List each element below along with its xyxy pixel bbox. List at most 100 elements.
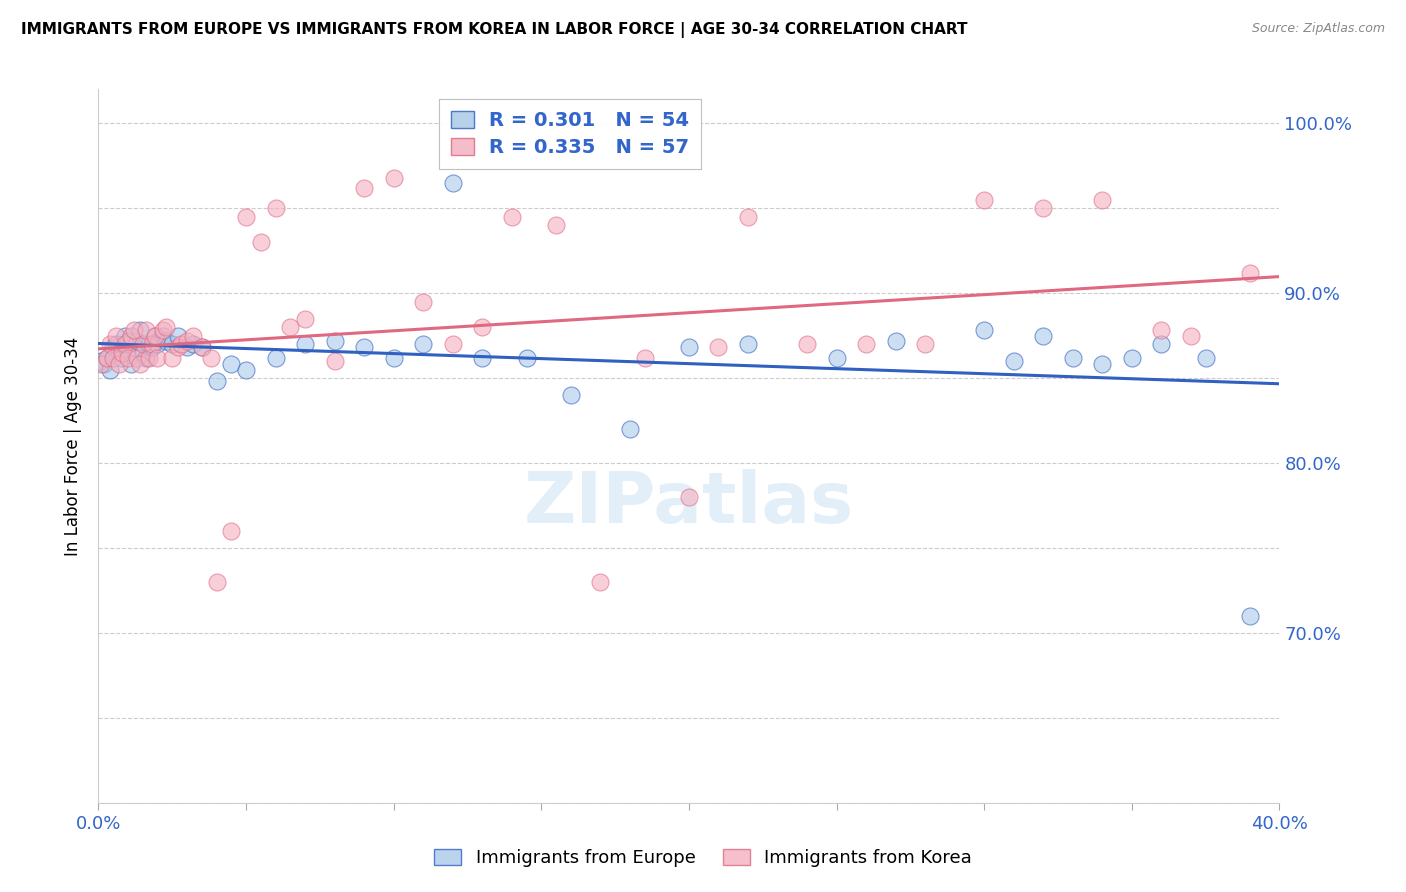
Point — [796, 337, 818, 351]
Point — [382, 170, 405, 185]
Point — [114, 337, 136, 351]
Point — [353, 341, 375, 355]
Point — [122, 341, 145, 355]
Point — [125, 334, 148, 348]
Point — [619, 422, 641, 436]
Point — [546, 218, 568, 232]
Point — [162, 337, 183, 351]
Point — [412, 337, 434, 351]
Point — [108, 345, 131, 359]
Point — [412, 294, 434, 309]
Point — [1032, 201, 1054, 215]
Point — [138, 337, 160, 351]
Point — [181, 337, 204, 351]
Point — [146, 337, 169, 351]
Point — [98, 362, 121, 376]
Point — [132, 337, 155, 351]
Point — [138, 351, 160, 365]
Point — [103, 341, 125, 355]
Point — [589, 574, 612, 589]
Point — [219, 358, 242, 372]
Point — [471, 320, 494, 334]
Point — [353, 180, 375, 194]
Point — [235, 362, 257, 376]
Point — [105, 328, 128, 343]
Point — [135, 351, 157, 365]
Point — [294, 311, 316, 326]
Point — [278, 320, 302, 334]
Point — [515, 351, 537, 365]
Point — [1121, 351, 1143, 365]
Point — [1180, 328, 1202, 343]
Point — [162, 351, 183, 365]
Point — [176, 334, 198, 348]
Point — [111, 345, 134, 359]
Point — [122, 323, 145, 337]
Point — [155, 320, 177, 334]
Point — [155, 334, 177, 348]
Point — [219, 524, 242, 538]
Point — [1150, 337, 1173, 351]
Point — [1195, 351, 1218, 365]
Point — [264, 351, 287, 365]
Point — [678, 490, 700, 504]
Point — [825, 351, 848, 365]
Point — [143, 328, 166, 343]
Point — [501, 210, 523, 224]
Legend: Immigrants from Europe, Immigrants from Korea: Immigrants from Europe, Immigrants from … — [427, 841, 979, 874]
Point — [1091, 193, 1114, 207]
Point — [114, 328, 136, 343]
Point — [191, 341, 214, 355]
Point — [98, 337, 121, 351]
Point — [250, 235, 273, 249]
Point — [120, 358, 142, 372]
Point — [152, 323, 174, 337]
Point — [855, 337, 877, 351]
Point — [1002, 354, 1025, 368]
Point — [737, 337, 759, 351]
Point — [128, 358, 150, 372]
Point — [264, 201, 287, 215]
Point — [205, 375, 228, 389]
Point — [884, 334, 907, 348]
Point — [1062, 351, 1084, 365]
Text: Source: ZipAtlas.com: Source: ZipAtlas.com — [1251, 22, 1385, 36]
Point — [1032, 328, 1054, 343]
Point — [914, 337, 936, 351]
Point — [176, 341, 198, 355]
Point — [93, 358, 115, 372]
Point — [167, 341, 190, 355]
Point — [973, 323, 995, 337]
Point — [90, 358, 112, 372]
Point — [135, 323, 157, 337]
Point — [146, 351, 169, 365]
Point — [678, 341, 700, 355]
Point — [170, 337, 193, 351]
Point — [1239, 608, 1261, 623]
Point — [181, 328, 204, 343]
Point — [707, 341, 730, 355]
Point — [323, 354, 346, 368]
Point — [200, 351, 222, 365]
Point — [141, 341, 163, 355]
Point — [633, 351, 655, 365]
Point — [105, 337, 128, 351]
Point — [125, 351, 148, 365]
Point — [96, 351, 118, 365]
Point — [111, 351, 134, 365]
Point — [973, 193, 995, 207]
Point — [128, 323, 150, 337]
Legend: R = 0.301   N = 54, R = 0.335   N = 57: R = 0.301 N = 54, R = 0.335 N = 57 — [439, 99, 702, 169]
Point — [90, 354, 112, 368]
Point — [323, 334, 346, 348]
Point — [120, 328, 142, 343]
Point — [1150, 323, 1173, 337]
Point — [96, 351, 118, 365]
Point — [235, 210, 257, 224]
Point — [152, 328, 174, 343]
Point — [117, 351, 139, 365]
Point — [471, 351, 494, 365]
Text: IMMIGRANTS FROM EUROPE VS IMMIGRANTS FROM KOREA IN LABOR FORCE | AGE 30-34 CORRE: IMMIGRANTS FROM EUROPE VS IMMIGRANTS FRO… — [21, 22, 967, 38]
Y-axis label: In Labor Force | Age 30-34: In Labor Force | Age 30-34 — [65, 336, 83, 556]
Point — [141, 337, 163, 351]
